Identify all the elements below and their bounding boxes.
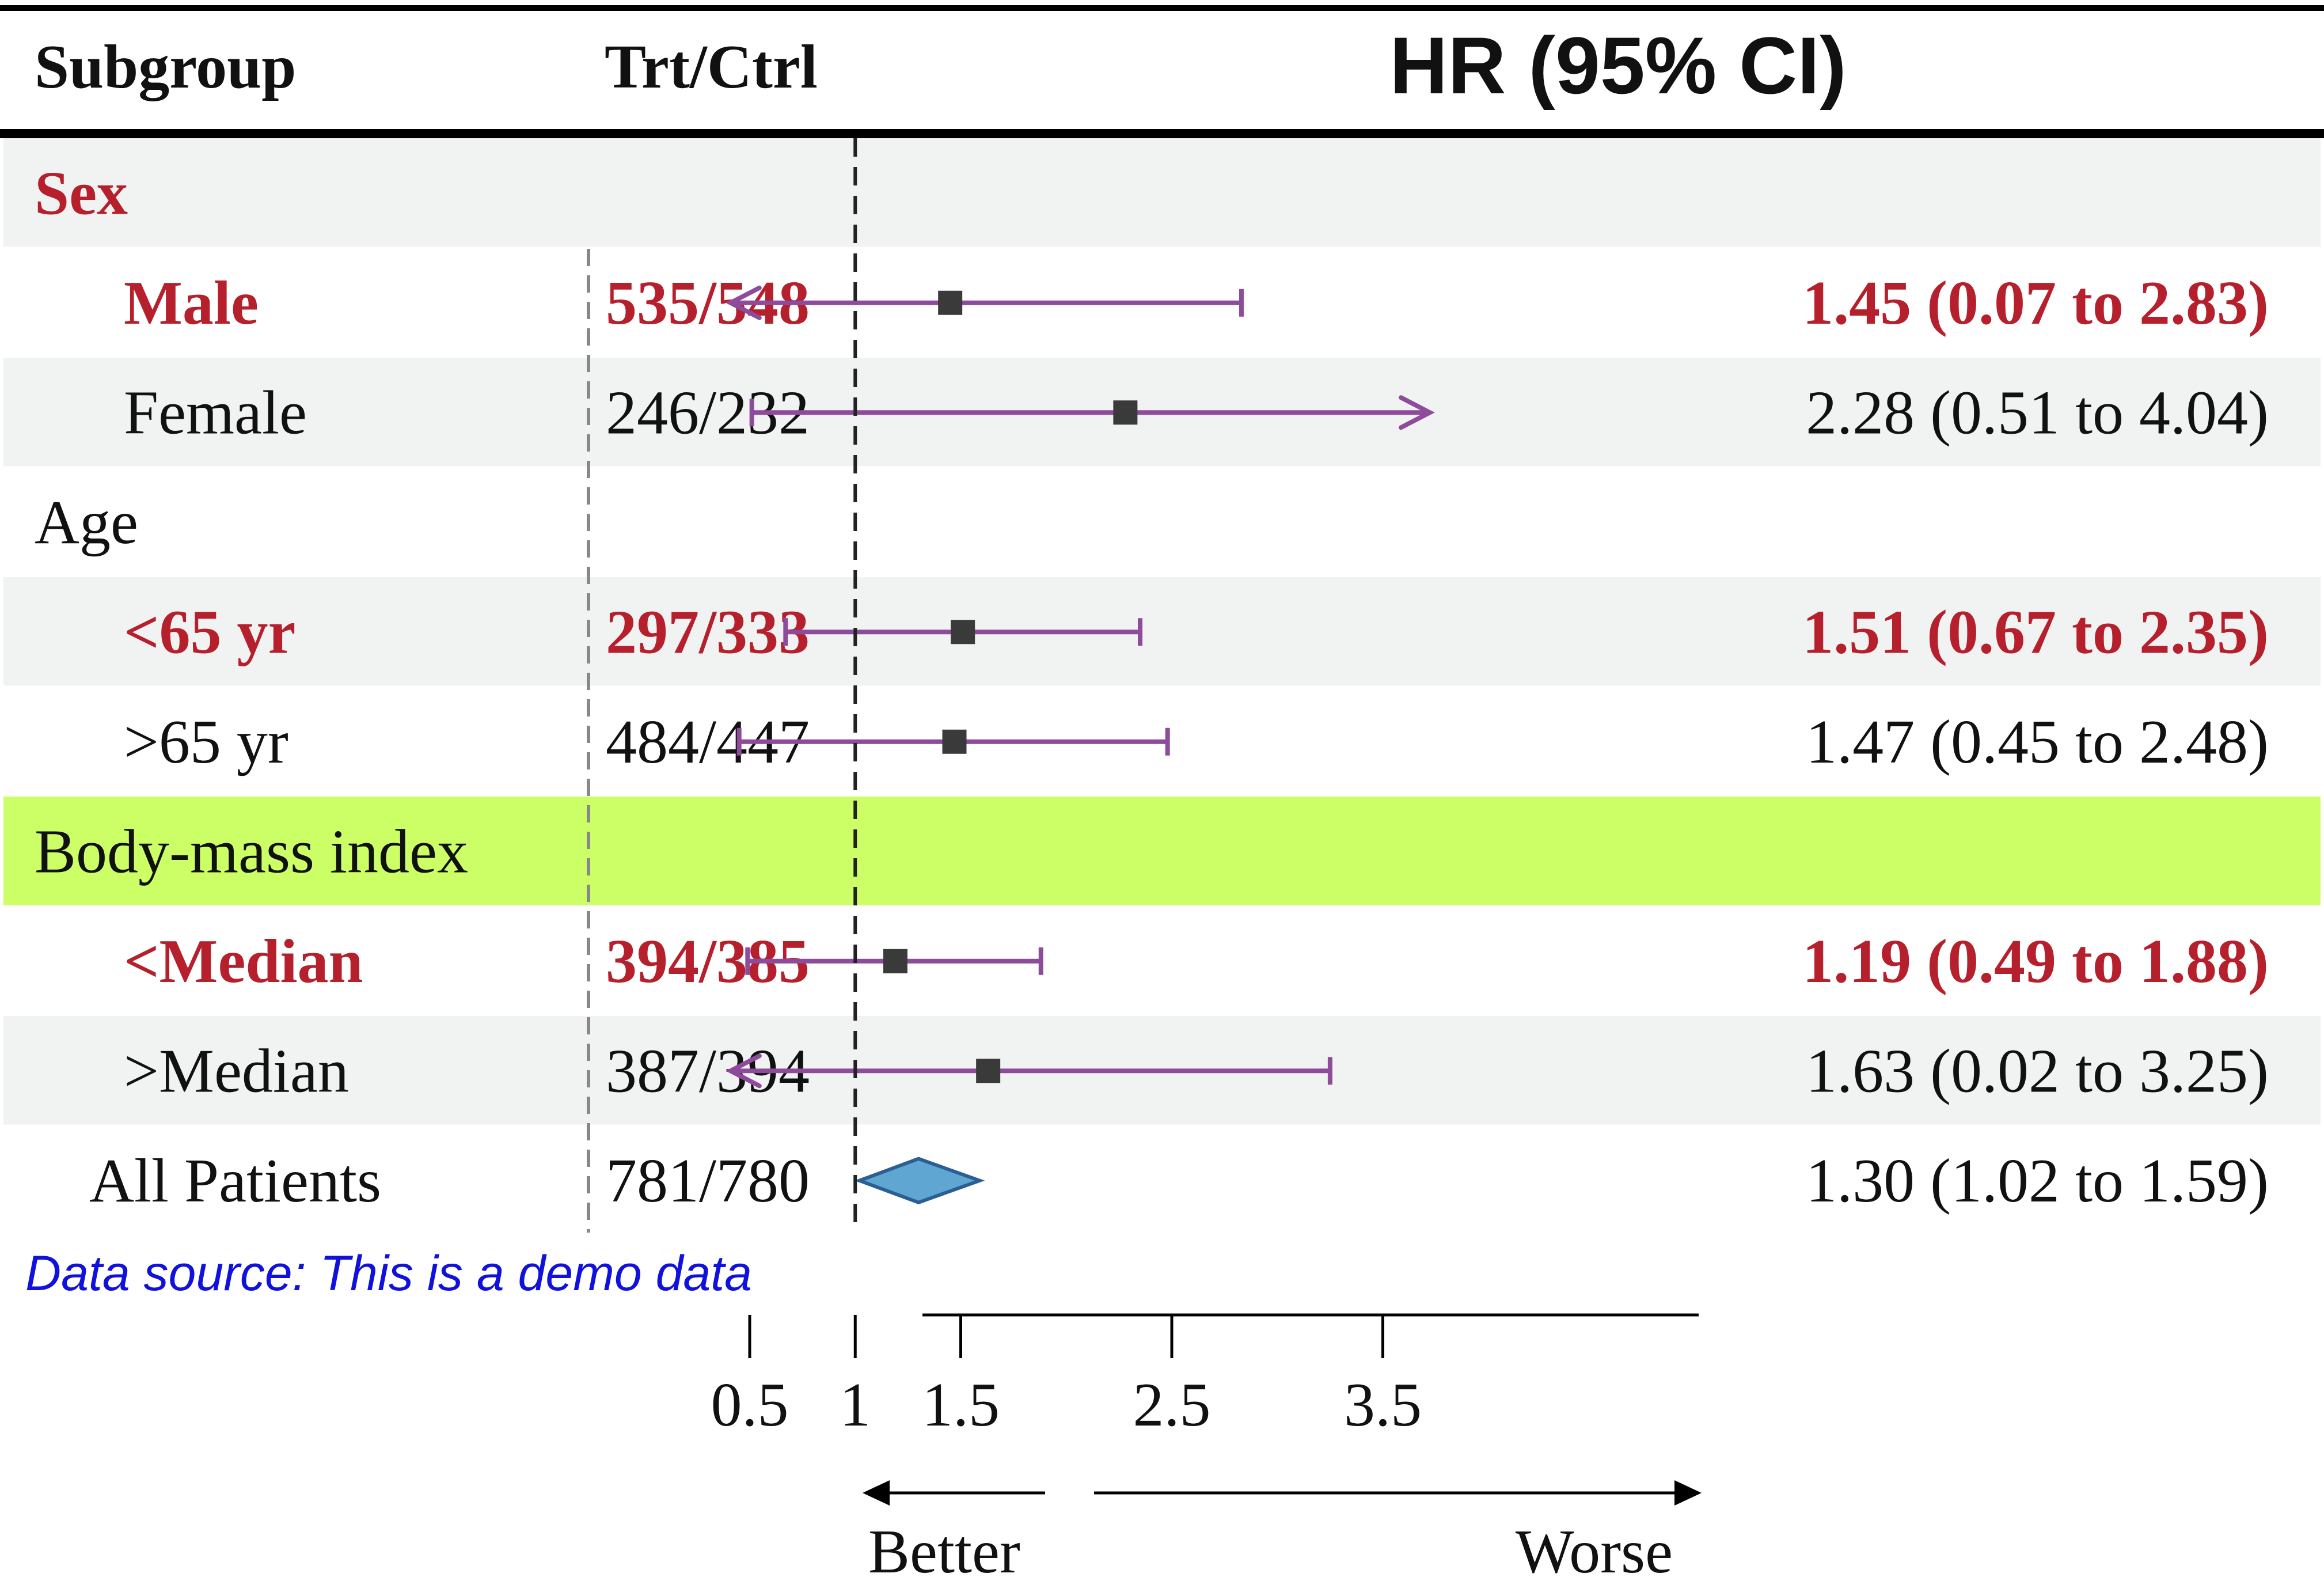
trt-ctrl-count: 297/333 xyxy=(606,598,810,666)
axis-tick-label: 2.5 xyxy=(1133,1371,1211,1439)
x-axis: 0.5 1 1.5 2.5 3.5 xyxy=(711,1313,1699,1439)
hr-point xyxy=(938,290,963,315)
axis-tick-label: 1.5 xyxy=(922,1371,1000,1439)
hr-ci-column: 1.45 (0.07 to 2.83) 2.28 (0.51 to 4.04) 1.… xyxy=(1802,269,2269,1215)
better-arrow-head xyxy=(863,1480,890,1506)
hr-point xyxy=(883,949,907,973)
ci-arrow-left xyxy=(726,285,762,320)
row-band xyxy=(3,138,2321,247)
subgroup-label: <Median xyxy=(124,927,363,996)
header-trt-ctrl: Trt/Ctrl xyxy=(605,33,818,101)
row-band xyxy=(3,797,2321,905)
hr-point xyxy=(942,729,967,754)
axis-tick-label: 0.5 xyxy=(711,1371,789,1439)
worse-label: Worse xyxy=(1516,1518,1673,1577)
hr-point xyxy=(1113,400,1138,425)
overall-diamond xyxy=(854,1157,985,1204)
header-subgroup: Subgroup xyxy=(35,33,296,101)
hr-ci-text: 1.51 (0.67 to 2.35) xyxy=(1802,598,2269,666)
subgroup-label: Male xyxy=(124,269,259,338)
hr-ci-text: 1.30 (1.02 to 1.59) xyxy=(1806,1147,2269,1215)
hr-ci-text: 1.45 (0.07 to 2.83) xyxy=(1802,269,2269,338)
subgroup-label: <65 yr xyxy=(124,598,295,666)
better-label: Better xyxy=(868,1518,1020,1577)
hr-ci-text: 2.28 (0.51 to 4.04) xyxy=(1806,378,2269,447)
trt-ctrl-column: 535/548246/232297/333484/447394/385387/3… xyxy=(606,269,810,1215)
axis-tick-label: 3.5 xyxy=(1344,1371,1422,1439)
subgroup-label: Female xyxy=(124,378,307,447)
subgroup-label: All Patients xyxy=(89,1147,381,1215)
ci-marks xyxy=(726,285,1435,1204)
subgroup-label: Body-mass index xyxy=(35,817,468,886)
subgroup-label: Age xyxy=(35,488,138,557)
header-hr-ci: HR (95% CI) xyxy=(1389,20,1846,111)
row-band xyxy=(3,577,2321,686)
hr-point xyxy=(951,620,975,645)
ci-arrow-left xyxy=(726,1053,762,1089)
hr-ci-text: 1.47 (0.45 to 2.48) xyxy=(1806,708,2269,776)
trt-ctrl-count: 781/780 xyxy=(606,1147,810,1215)
subgroup-label: Sex xyxy=(35,159,128,228)
hr-ci-text: 1.19 (0.49 to 1.88) xyxy=(1802,927,2269,996)
ci-arrow-right xyxy=(1399,395,1435,430)
subgroup-label: >Median xyxy=(124,1037,349,1105)
data-source-footnote: Data source: This is a demo data xyxy=(25,1246,752,1301)
hr-point xyxy=(976,1059,1001,1083)
row-labels: Sex Male Female Age <65 yr >65 yr Body-mass in… xyxy=(35,159,468,1215)
worse-arrow-head xyxy=(1674,1480,1702,1506)
axis-tick-label: 1 xyxy=(840,1371,871,1439)
hr-ci-text: 1.63 (0.02 to 3.25) xyxy=(1806,1037,2269,1105)
subgroup-label: >65 yr xyxy=(124,708,288,776)
